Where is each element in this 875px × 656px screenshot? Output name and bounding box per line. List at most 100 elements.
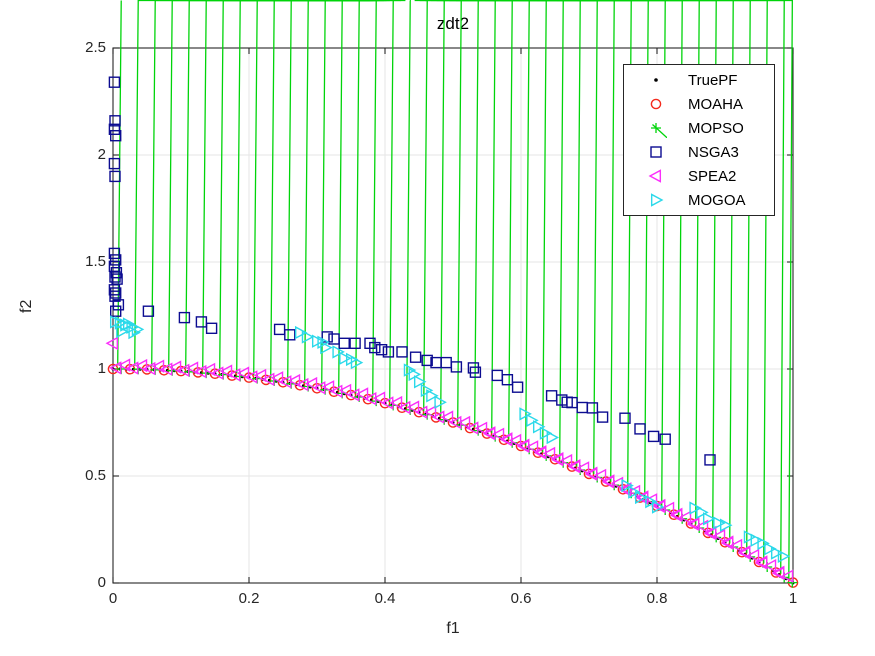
marker-triangle-left	[729, 538, 743, 553]
marker-triangle-left	[210, 366, 224, 380]
legend-marker-glyph	[650, 193, 664, 207]
marker-triangle-left	[448, 415, 462, 430]
marker-triangle-left	[593, 468, 607, 483]
marker-triangle-left	[584, 466, 598, 480]
marker-triangle-right	[434, 395, 447, 409]
marker-triangle-right	[628, 485, 641, 499]
legend-item-nsga3[interactable]: NSGA3	[624, 141, 774, 164]
marker-triangle-right	[413, 375, 427, 389]
marker-square	[349, 337, 361, 349]
marker-triangle-right	[350, 355, 364, 370]
marker-square	[273, 323, 286, 336]
x-tick-label: 1	[788, 590, 798, 607]
legend-marker-glyph	[648, 169, 662, 183]
legend[interactable]: TruePF MOAHA MOPSO NSGA3 SPEA2 MOGOA	[623, 64, 775, 216]
legend-item-spea2[interactable]: SPEA2	[624, 165, 774, 188]
legend-marker-glyph	[650, 98, 662, 110]
triangle-right-icon	[624, 190, 688, 210]
marker-triangle-left	[525, 440, 539, 454]
x-tick-label: 0	[108, 590, 118, 607]
marker-triangle-right	[770, 546, 784, 560]
marker-circle	[650, 98, 662, 110]
marker-square	[440, 356, 452, 369]
marker-square	[205, 322, 218, 334]
marker-square	[338, 337, 350, 349]
marker-triangle-right	[532, 420, 546, 434]
marker-triangle-left	[508, 433, 522, 448]
circle-icon	[624, 94, 688, 114]
marker-triangle-left	[516, 438, 530, 452]
marker-triangle-right	[539, 426, 553, 440]
marker-square	[469, 366, 482, 378]
marker-square	[450, 361, 463, 373]
marker-triangle-left	[703, 525, 717, 540]
marker-triangle-right	[128, 325, 141, 340]
marker-triangle-left	[236, 366, 250, 380]
marker-triangle-right	[750, 533, 764, 547]
marker-asterisk	[477, 0, 603, 483]
marker-asterisk	[150, 0, 370, 375]
marker-asterisk	[184, 0, 372, 377]
marker-triangle-left	[678, 510, 692, 524]
y-tick-label: 2.5	[85, 39, 106, 57]
marker-triangle-right	[339, 351, 352, 365]
marker-triangle-left	[576, 461, 590, 475]
marker-square	[195, 316, 208, 328]
marker-triangle-left	[338, 383, 352, 398]
marker-asterisk	[320, 0, 390, 395]
marker-triangle-left	[287, 373, 301, 388]
marker-triangle-left	[159, 362, 173, 376]
legend-marker-glyph	[654, 78, 658, 82]
marker-square	[511, 381, 524, 393]
x-tick-label: 0.2	[238, 590, 260, 607]
legend-marker-glyph	[650, 146, 662, 158]
marker-square	[284, 329, 296, 341]
marker-square	[619, 412, 631, 424]
x-tick-label: 0.6	[510, 590, 532, 607]
marker-triangle-left	[423, 405, 437, 419]
marker-square	[109, 271, 121, 283]
marker-square	[108, 76, 121, 88]
marker-triangle-left	[482, 426, 496, 440]
marker-triangle-left	[176, 363, 190, 377]
y-tick-label: 2	[97, 146, 106, 164]
marker-triangle-left	[720, 535, 734, 549]
marker-asterisk	[430, 0, 484, 436]
marker-square	[634, 423, 646, 435]
marker-triangle-left	[304, 376, 318, 391]
legend-label: MOGOA	[688, 191, 746, 209]
legend-label: MOAHA	[688, 95, 744, 113]
marker-triangle-left	[105, 336, 119, 350]
marker-asterisk	[485, 0, 620, 491]
marker-triangle-left	[227, 368, 241, 382]
marker-triangle-left	[406, 400, 420, 414]
legend-item-moaha[interactable]: MOAHA	[624, 93, 774, 116]
marker-square	[109, 305, 122, 317]
marker-square	[110, 267, 123, 279]
marker-triangle-right	[301, 330, 315, 344]
legend-item-truepf[interactable]: TruePF	[624, 69, 774, 92]
marker-triangle-right	[317, 335, 330, 349]
marker-square	[109, 254, 122, 266]
marker-square	[586, 402, 599, 414]
y-tick-label: 1	[97, 360, 106, 378]
marker-triangle-left	[117, 358, 131, 372]
legend-item-mogoa[interactable]: MOGOA	[624, 189, 774, 212]
marker-asterisk	[436, 0, 501, 442]
marker-triangle-right	[757, 536, 770, 551]
marker-square	[396, 346, 408, 358]
marker-square	[491, 369, 503, 382]
marker-asterisk	[201, 0, 374, 379]
marker-triangle-right	[621, 478, 634, 493]
marker-triangle-left	[771, 565, 785, 579]
marker-square	[647, 430, 660, 443]
marker-triangle-left	[644, 493, 658, 507]
marker-triangle-right	[689, 501, 702, 515]
marker-triangle-right	[696, 505, 709, 520]
marker-square	[596, 411, 609, 423]
legend-label: SPEA2	[688, 167, 737, 185]
marker-triangle-left	[185, 361, 199, 375]
legend-marker-glyph	[651, 123, 667, 138]
legend-item-mopso[interactable]: MOPSO	[624, 117, 774, 140]
